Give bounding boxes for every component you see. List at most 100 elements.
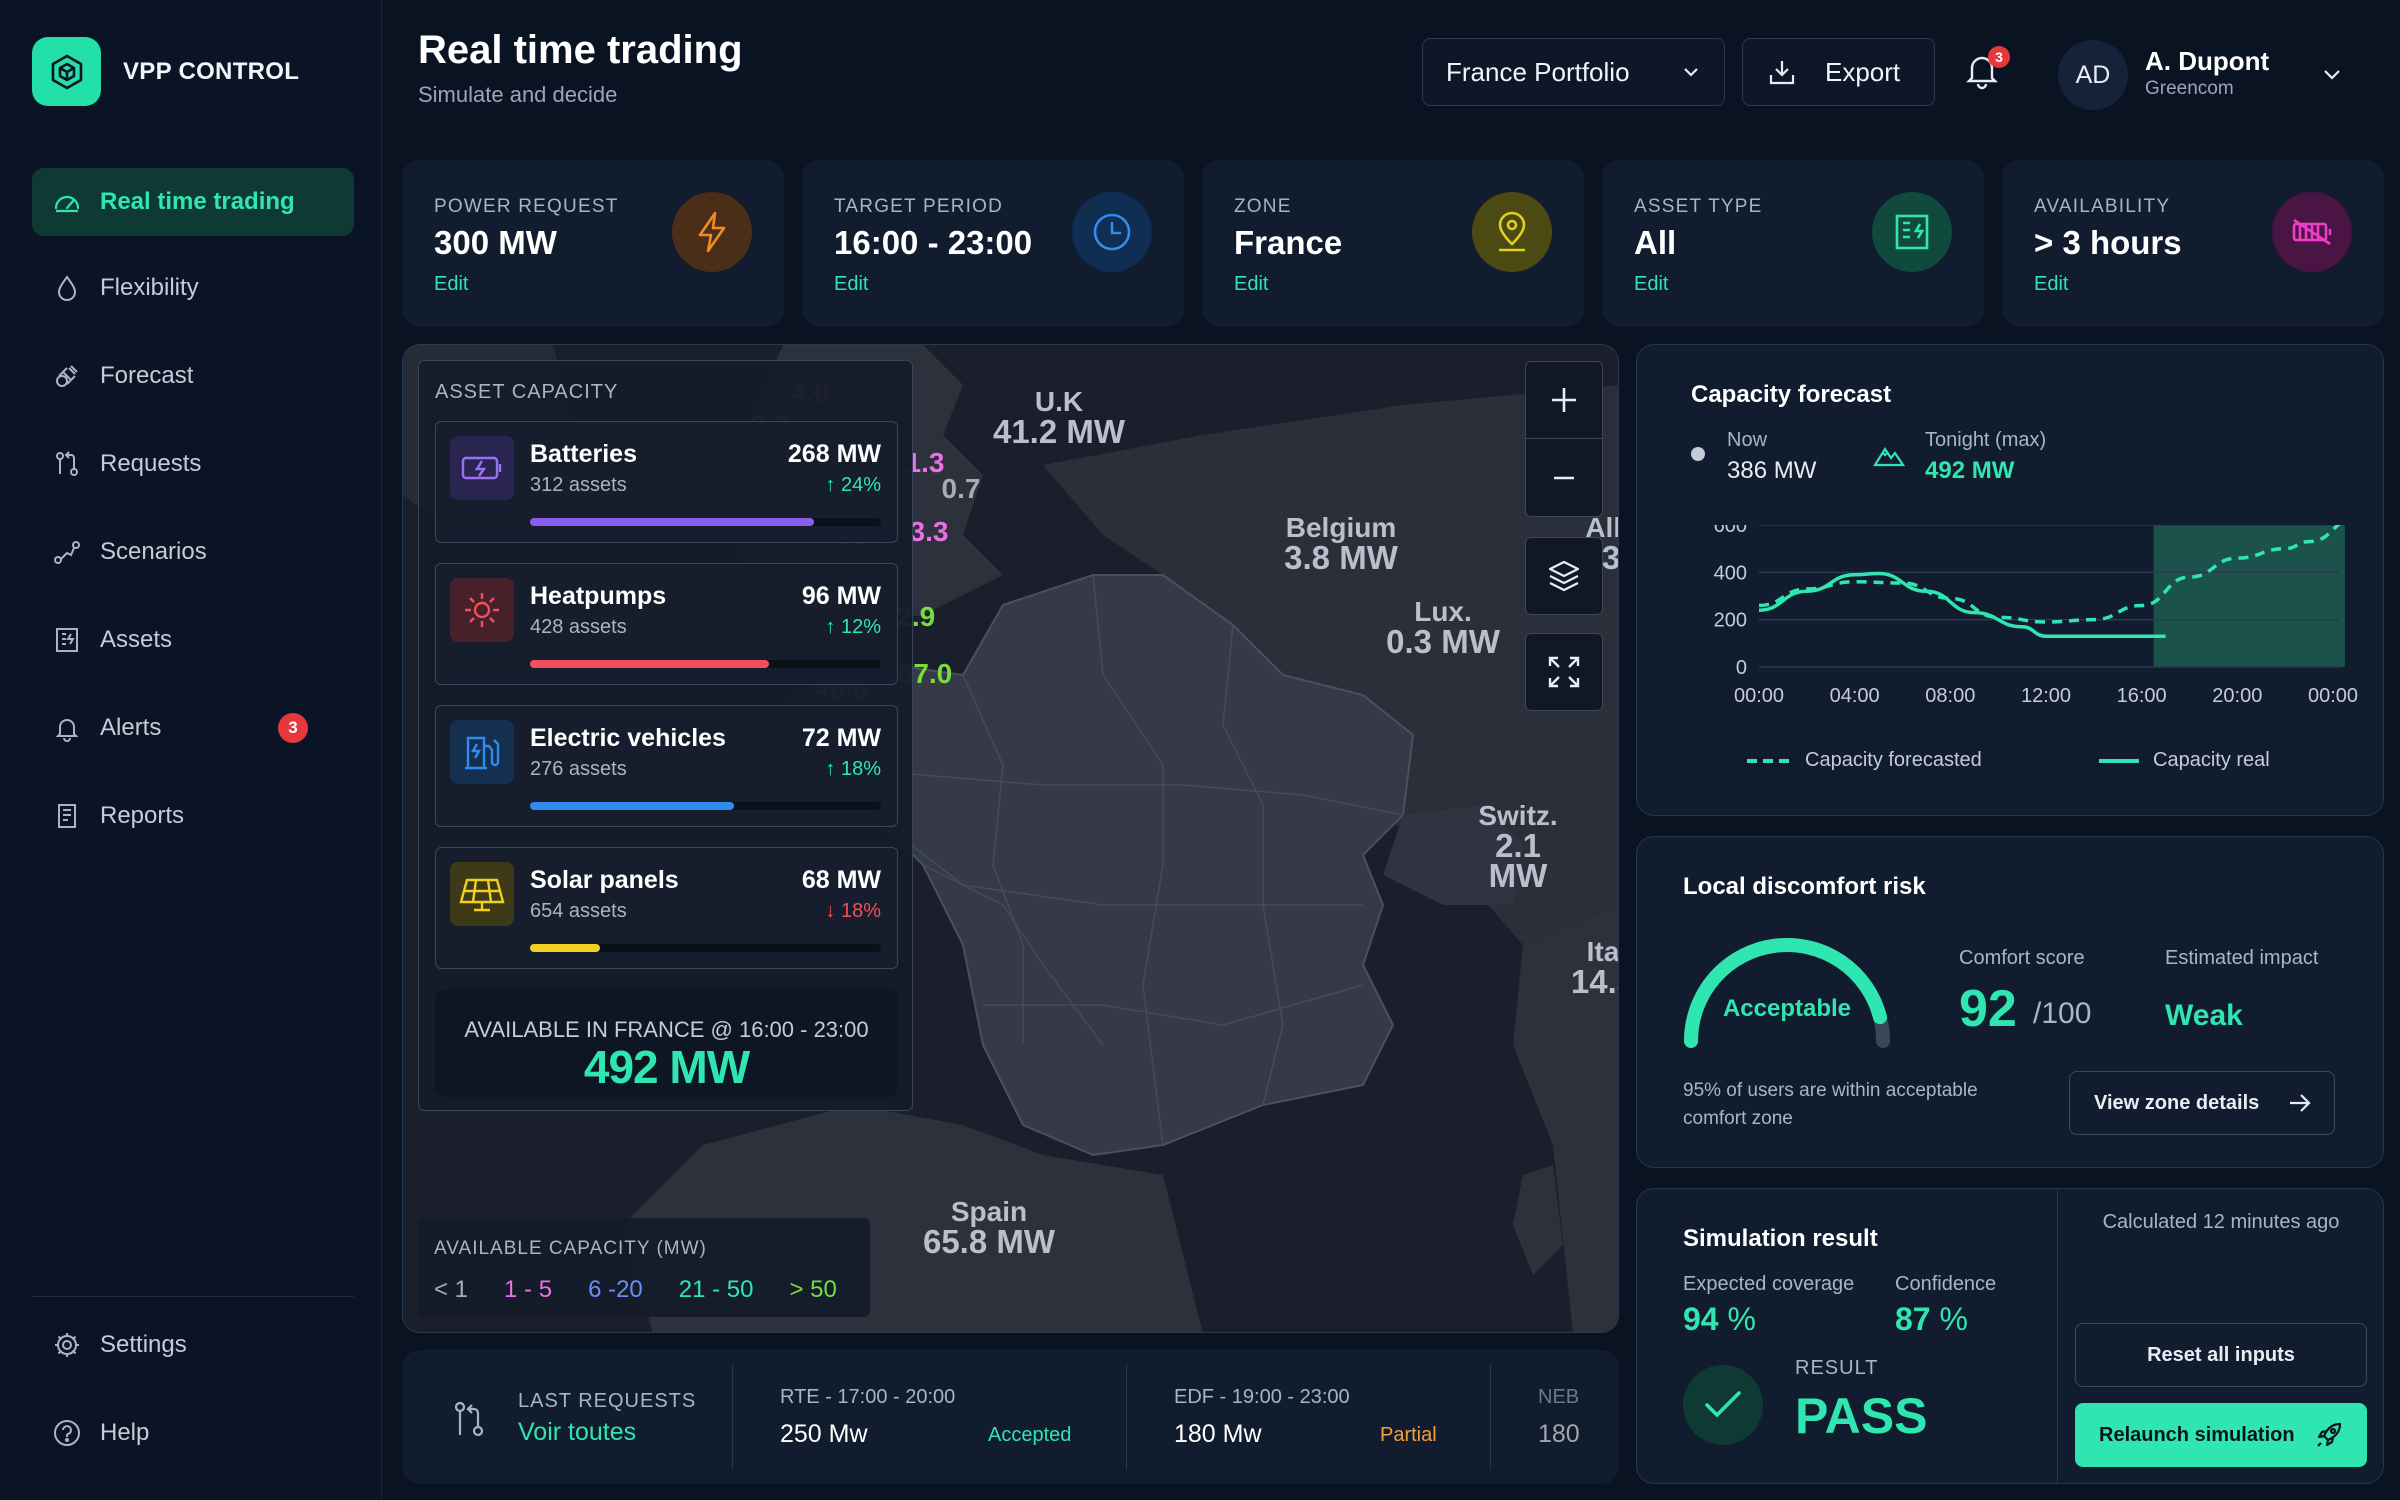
legend-item: < 1 (434, 1276, 469, 1303)
logo-icon (32, 37, 101, 106)
stat-value: France (1234, 224, 1343, 261)
country-label-belgium: Belgium 3.8 MW (1284, 512, 1398, 576)
stat-card-power-request[interactable]: POWER REQUEST 300 MW Edit (402, 160, 784, 327)
available-label: AVAILABLE IN FRANCE @ 16:00 - 23:00 (464, 1017, 869, 1042)
asset-mw: 268 MW (787, 440, 881, 468)
asset-count: 312 assets (530, 474, 627, 496)
route-icon (50, 535, 84, 569)
view-zone-details-button[interactable]: View zone details (2069, 1071, 2335, 1135)
country-label-switz: Switz. 2.1 MW (1478, 800, 1558, 894)
series-forecasted-line (1758, 525, 2341, 624)
sidebar-item-flexibility[interactable]: Flexibility (32, 254, 354, 322)
stat-card-availability[interactable]: AVAILABILITY > 3 hours Edit (2002, 160, 2384, 327)
asset-progress-fill (530, 802, 734, 810)
local-discomfort-card: Local discomfort risk Acceptable Comfort… (1636, 836, 2384, 1168)
asset-card-solar-panels[interactable]: Solar panels 654 assets 68 MW ↓ 18% (435, 847, 898, 969)
map-legend: AVAILABLE CAPACITY (MW) < 1 1 - 5 6 -20 … (418, 1218, 870, 1317)
avatar[interactable]: AD (2058, 40, 2128, 110)
sidebar-item-settings[interactable]: Settings (32, 1311, 354, 1379)
sidebar-item-requests[interactable]: Requests (32, 430, 354, 498)
forecast-chart: 600 400 200 0 00:00 04:00 08:00 12:00 16:00 20:00… (1714, 525, 2358, 707)
legend-real: Capacity real (2099, 749, 2270, 772)
simulation-result-card: Simulation result Expected coverage 94 %… (1636, 1188, 2384, 1485)
sidebar-item-scenarios[interactable]: Scenarios (32, 518, 354, 586)
stat-card-target-period[interactable]: TARGET PERIOD 16:00 - 23:00 Edit (802, 160, 1184, 327)
help-icon (50, 1416, 84, 1450)
gauge-track (1684, 938, 1890, 1048)
stat-label: TARGET PERIOD (834, 196, 1004, 217)
user-menu-chevron-icon[interactable] (2320, 62, 2344, 86)
building-icon (50, 623, 84, 657)
user-name: A. Dupont (2145, 46, 2270, 76)
zoom-in-button[interactable] (1525, 362, 1603, 439)
stat-edit-link[interactable]: Edit (434, 273, 469, 295)
stat-label: AVAILABILITY (2034, 196, 2171, 217)
request-value: 180 (1538, 1420, 1580, 1448)
layers-button[interactable] (1525, 537, 1603, 615)
asset-progress-fill (530, 944, 601, 952)
asset-change: ↓ 18% (825, 900, 881, 922)
asset-name: Heatpumps (530, 582, 667, 610)
stat-edit-link[interactable]: Edit (2034, 273, 2069, 295)
export-button[interactable]: Export (1742, 38, 1935, 106)
page-title: Real time trading (418, 28, 743, 72)
portfolio-select-value: France Portfolio (1446, 56, 1630, 87)
zoom-out-button[interactable] (1525, 439, 1603, 516)
battery-off-icon (2272, 192, 2352, 272)
card-title: Local discomfort risk (1683, 873, 1926, 900)
y-tick-label: 200 (1714, 610, 1747, 632)
sidebar-item-alerts[interactable]: Alerts 3 (32, 694, 354, 762)
y-tick-label: 400 (1714, 562, 1747, 584)
now-label: Now (1727, 429, 1768, 451)
solar-panel-icon (450, 862, 514, 926)
asset-card-electric-vehicles[interactable]: Electric vehicles 276 assets 72 MW ↑ 18% (435, 705, 898, 827)
asset-card-heatpumps[interactable]: Heatpumps 428 assets 96 MW ↑ 12% (435, 563, 898, 685)
fullscreen-button[interactable] (1525, 633, 1603, 711)
sidebar-item-label: Scenarios (100, 538, 207, 565)
stat-edit-link[interactable]: Edit (834, 273, 869, 295)
stat-value: 300 MW (434, 224, 557, 261)
request-title: NEB (1538, 1386, 1580, 1408)
alerts-badge: 3 (278, 713, 308, 743)
y-tick-label: 600 (1714, 525, 1747, 537)
relaunch-simulation-button[interactable]: Relaunch simulation (2075, 1403, 2367, 1467)
sidebar-item-assets[interactable]: Assets (32, 606, 354, 674)
dashed-line-icon (1747, 758, 1791, 763)
view-all-link[interactable]: Voir toutes (518, 1418, 637, 1446)
x-tick-label: 00:00 (1734, 685, 1784, 707)
x-tick-label: 00:00 (2308, 685, 2358, 707)
sidebar-item-real-time-trading[interactable]: Real time trading (32, 168, 354, 236)
region-value[interactable]: 3.3 (909, 516, 949, 547)
available-capacity-summary: AVAILABLE IN FRANCE @ 16:00 - 23:00 492 … (435, 989, 898, 1097)
last-requests-bar: LAST REQUESTS Voir toutes (402, 1350, 1619, 1484)
stat-edit-link[interactable]: Edit (1234, 273, 1269, 295)
sidebar-item-reports[interactable]: Reports (32, 782, 354, 850)
x-tick-label: 16:00 (2117, 685, 2167, 707)
comfort-note: 95% of users are within acceptable comfo… (1683, 1080, 1978, 1129)
asset-card-batteries[interactable]: Batteries 312 assets 268 MW ↑ 24% (435, 421, 898, 543)
now-dot-icon (1691, 447, 1705, 461)
stat-card-zone[interactable]: ZONE France Edit (1202, 160, 1584, 327)
target-period-band (2153, 525, 2345, 667)
notifications-button[interactable]: 3 (1962, 46, 2010, 94)
sidebar-item-help[interactable]: Help (32, 1399, 354, 1467)
stat-card-asset-type[interactable]: ASSET TYPE All Edit (1602, 160, 1984, 327)
page-subtitle: Simulate and decide (418, 82, 618, 107)
tonight-value: 492 MW (1925, 457, 2015, 484)
drop-icon (50, 271, 84, 305)
gauge-label: Acceptable (1722, 995, 1852, 1022)
gear-icon (50, 1328, 84, 1362)
region-value[interactable]: 0.7 (941, 473, 981, 504)
portfolio-select[interactable]: France Portfolio (1422, 38, 1725, 106)
bell-icon (50, 711, 84, 745)
git-compare-icon (452, 1400, 486, 1438)
sidebar-item-forecast[interactable]: Forecast (32, 342, 354, 410)
tonight-label: Tonight (max) (1925, 429, 2047, 451)
sidebar: VPP CONTROL Real time trading Flexibilit… (0, 0, 382, 1500)
reset-inputs-button[interactable]: Reset all inputs (2075, 1323, 2367, 1387)
stat-edit-link[interactable]: Edit (1634, 273, 1669, 295)
git-compare-icon (50, 447, 84, 481)
stat-label: POWER REQUEST (434, 196, 619, 217)
now-value: 386 MW (1727, 457, 1817, 484)
sidebar-item-label: Requests (100, 450, 202, 477)
